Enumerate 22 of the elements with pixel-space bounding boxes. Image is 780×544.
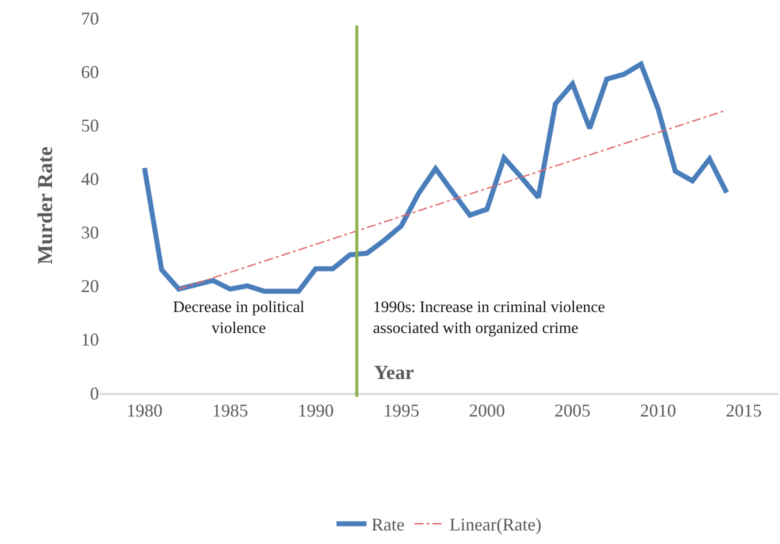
y-tick-label: 10: [81, 330, 99, 350]
y-tick-label: 70: [81, 8, 99, 28]
y-tick-label: 40: [81, 169, 99, 190]
x-tick-label: 2000: [468, 400, 505, 420]
x-tick-label: 2015: [726, 400, 762, 420]
legend-label: Linear(Rate): [450, 514, 542, 535]
x-axis-title: Year: [374, 362, 414, 384]
y-tick-label: 0: [90, 383, 99, 404]
legend-label: Rate: [372, 514, 404, 535]
x-tick-label: 1990: [298, 400, 334, 420]
annotation: Decrease in political violence: [173, 299, 306, 337]
x-tick-label: 2005: [554, 400, 591, 420]
x-tick-label: 1985: [212, 400, 248, 420]
x-tick-label: 2010: [640, 400, 676, 420]
y-axis-title: Murder Rate: [33, 146, 58, 264]
y-tick-label: 50: [81, 115, 99, 136]
y-tick-label: 20: [81, 276, 99, 296]
annotation: 1990s: Increase in criminal violence associated with organized crime: [373, 299, 605, 337]
x-tick-label: 1980: [126, 400, 163, 420]
y-tick-label: 60: [81, 62, 99, 82]
x-tick-label: 1995: [383, 400, 420, 420]
y-tick-label: 30: [81, 222, 99, 243]
